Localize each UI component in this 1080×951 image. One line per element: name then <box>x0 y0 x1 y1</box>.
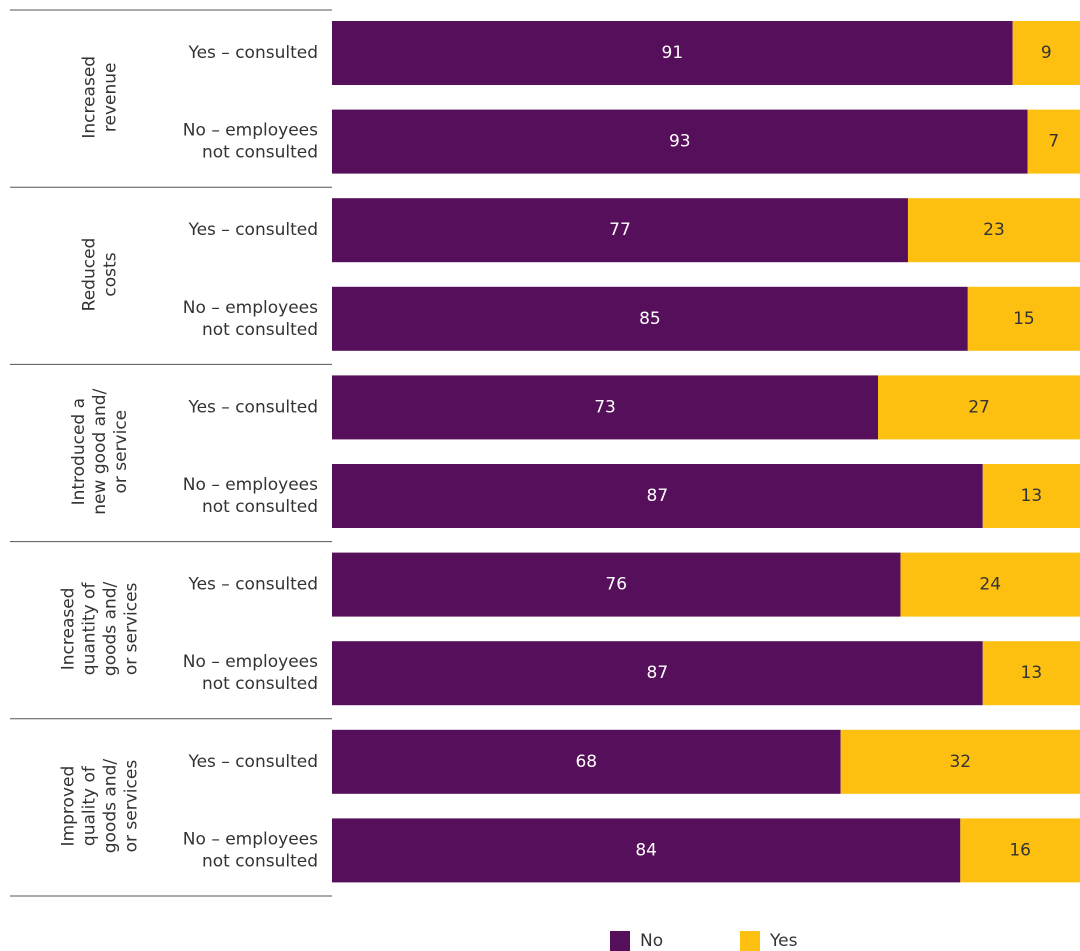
bar-segment <box>960 818 1080 883</box>
data-label: 84 <box>635 840 657 860</box>
category-label-line: not consulted <box>202 851 318 871</box>
bar-segment <box>840 729 1080 794</box>
bar-segment <box>332 464 983 528</box>
data-label: 13 <box>1021 663 1043 683</box>
group-label: Increasedquantity ofgoods and/or service… <box>59 581 142 676</box>
data-label: 16 <box>1009 840 1031 860</box>
category-label-line: not consulted <box>202 320 318 340</box>
data-label: 85 <box>639 309 661 329</box>
data-label: 15 <box>1013 309 1035 329</box>
bar-segment <box>1027 109 1080 174</box>
category-label-line: No – employees <box>183 298 318 318</box>
bar-segment <box>332 198 908 263</box>
category-label: No – employees not consulted <box>183 829 318 871</box>
category-label-line: Yes – consulted <box>187 397 318 417</box>
group-label-line: Increased <box>80 56 100 139</box>
group-label-line: quantity of <box>80 582 100 676</box>
group-label: Introduced anew good and/or service <box>69 388 131 514</box>
group-label-line: or service <box>111 410 131 494</box>
group-label-line: goods and/ <box>101 581 121 676</box>
bar-segment <box>332 641 983 706</box>
group-label-line: costs <box>101 252 121 296</box>
bar-segment <box>332 818 961 883</box>
data-label: 73 <box>594 397 616 417</box>
data-label: 23 <box>983 220 1005 240</box>
category-label-line: No – employees <box>183 829 318 849</box>
category-label-line: not consulted <box>202 674 318 694</box>
bar-segment <box>332 375 879 440</box>
group-label-line: revenue <box>101 62 121 132</box>
category-label-line: Yes – consulted <box>187 752 318 772</box>
group-label-line: Introduced a <box>69 398 89 505</box>
category-label-line: not consulted <box>202 143 318 163</box>
bar-segment <box>900 552 1080 617</box>
category-label-line: not consulted <box>202 497 318 517</box>
category-label-line: Yes – consulted <box>187 43 318 63</box>
category-label: Yes – consulted <box>187 752 318 772</box>
data-label: 93 <box>669 132 691 152</box>
group-label: Increasedrevenue <box>80 56 121 139</box>
group-label-line: goods and/ <box>101 759 121 854</box>
category-label: No – employees not consulted <box>183 298 318 340</box>
bar-segment <box>332 286 968 351</box>
category-label: Yes – consulted <box>187 220 318 240</box>
legend-swatch <box>610 931 630 951</box>
category-label-line: Yes – consulted <box>187 220 318 240</box>
bar-segment <box>878 375 1080 440</box>
group-label: Reducedcosts <box>80 238 121 312</box>
legend-swatch <box>740 931 760 951</box>
group-label-line: or services <box>122 760 142 853</box>
group-label-line: Increased <box>59 588 79 671</box>
group-label: Improvedquality ofgoods and/or services <box>59 759 142 854</box>
group-label-line: Reduced <box>80 238 100 312</box>
data-label: 87 <box>647 486 669 506</box>
data-label: 24 <box>979 575 1001 595</box>
bar-segment <box>967 286 1080 351</box>
data-label: 32 <box>949 752 971 772</box>
category-label: No – employees not consulted <box>183 475 318 517</box>
bar-segment <box>982 464 1080 528</box>
group-label-line: or services <box>122 582 142 675</box>
group-label-line: new good and/ <box>90 388 110 514</box>
category-label: Yes – consulted <box>187 397 318 417</box>
data-label: 77 <box>609 220 631 240</box>
category-label: No – employees not consulted <box>183 121 318 163</box>
category-label-line: No – employees <box>183 121 318 141</box>
bar-segment <box>332 552 901 617</box>
category-label: Yes – consulted <box>187 575 318 595</box>
group-label-line: Improved <box>59 766 79 847</box>
bar-segment <box>332 729 841 794</box>
data-label: 9 <box>1041 43 1052 63</box>
data-label: 13 <box>1021 486 1043 506</box>
bar-segment <box>982 641 1080 706</box>
category-label: No – employees not consulted <box>183 652 318 694</box>
data-label: 91 <box>662 43 684 63</box>
data-label: 7 <box>1048 132 1059 152</box>
data-label: 68 <box>575 752 597 772</box>
data-label: 87 <box>647 663 669 683</box>
bar-segment <box>332 21 1013 85</box>
data-label: 76 <box>605 575 627 595</box>
category-label-line: No – employees <box>183 652 318 672</box>
category-label-line: No – employees <box>183 475 318 495</box>
bar-segment <box>332 109 1028 174</box>
data-label: 27 <box>968 397 990 417</box>
bar-segment <box>907 198 1080 263</box>
category-label-line: Yes – consulted <box>187 575 318 595</box>
group-label-line: quality of <box>80 765 100 846</box>
category-label: Yes – consulted <box>187 43 318 63</box>
bar-segment <box>1012 21 1080 85</box>
legend-label: No <box>640 931 663 951</box>
legend-label: Yes <box>769 931 798 951</box>
